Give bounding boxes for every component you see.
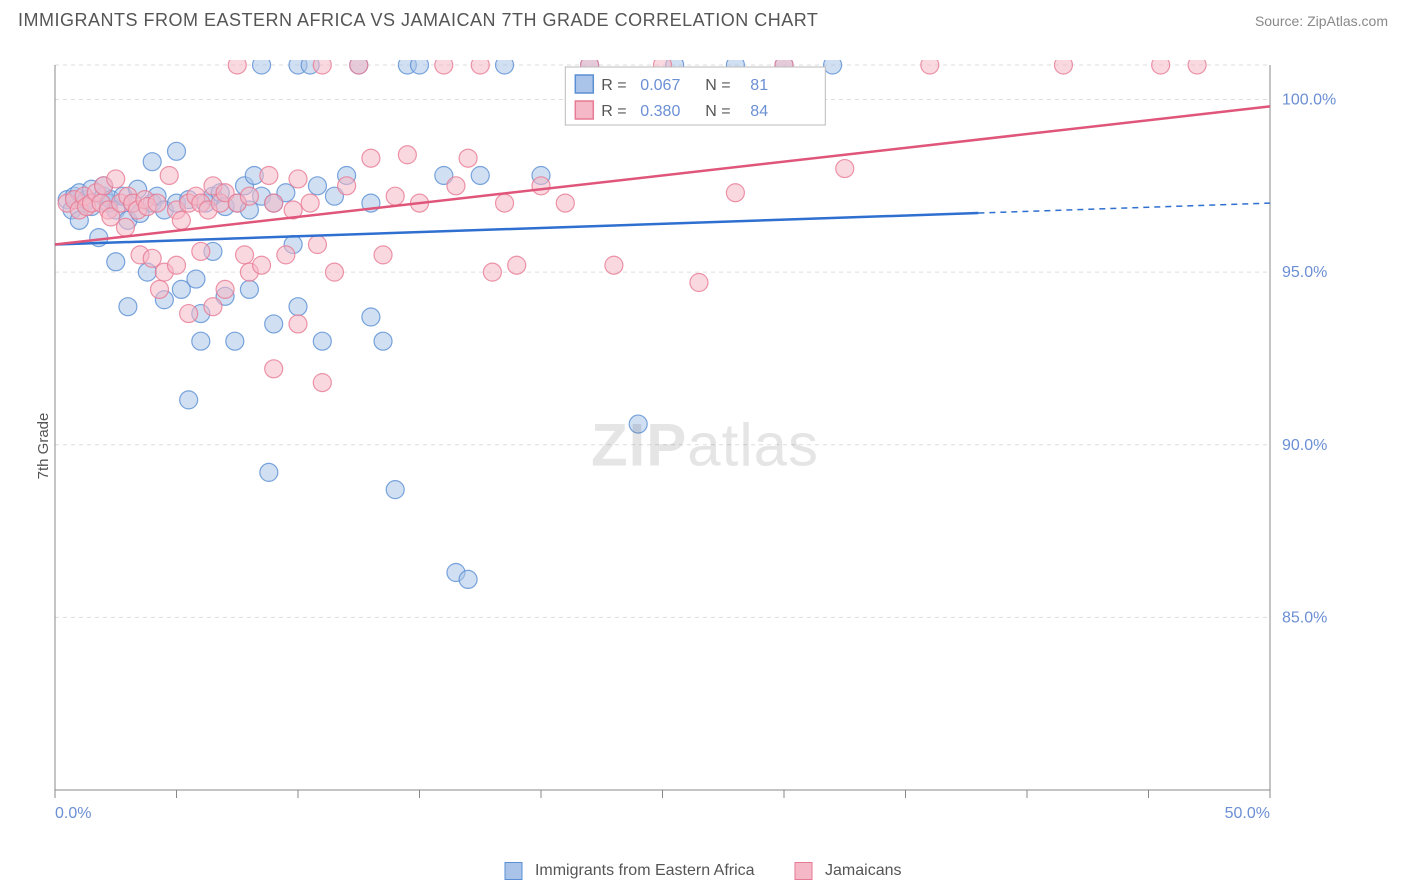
svg-text:95.0%: 95.0% bbox=[1282, 264, 1327, 281]
legend-swatch-icon bbox=[795, 862, 813, 880]
svg-text:N =: N = bbox=[705, 77, 730, 94]
svg-text:85.0%: 85.0% bbox=[1282, 609, 1327, 626]
svg-text:N =: N = bbox=[705, 103, 730, 120]
svg-text:0.067: 0.067 bbox=[640, 77, 680, 94]
legend-item-jamaicans: Jamaicans bbox=[795, 862, 902, 880]
source-label: Source: ZipAtlas.com bbox=[1255, 13, 1388, 29]
svg-text:0.0%: 0.0% bbox=[55, 805, 91, 822]
chart-area: 85.0% 90.0% 95.0% 100.0% 0.0% 50.0% R = 0.067 N … bbox=[50, 60, 1360, 830]
svg-text:81: 81 bbox=[750, 77, 768, 94]
scatter-chart: 85.0% 90.0% 95.0% 100.0% 0.0% 50.0% R = 0.067 N … bbox=[50, 60, 1360, 830]
svg-text:0.380: 0.380 bbox=[640, 103, 680, 120]
chart-header: IMMIGRANTS FROM EASTERN AFRICA VS JAMAIC… bbox=[0, 0, 1406, 31]
bottom-legend: Immigrants from Eastern Africa Jamaicans bbox=[504, 862, 901, 880]
svg-text:84: 84 bbox=[750, 103, 768, 120]
svg-text:100.0%: 100.0% bbox=[1282, 92, 1336, 109]
legend-label: Immigrants from Eastern Africa bbox=[535, 862, 755, 879]
svg-text:R =: R = bbox=[601, 77, 626, 94]
svg-text:90.0%: 90.0% bbox=[1282, 437, 1327, 454]
legend-item-eastern-africa: Immigrants from Eastern Africa bbox=[504, 862, 754, 880]
legend-swatch-icon bbox=[504, 862, 522, 880]
svg-text:R =: R = bbox=[601, 103, 626, 120]
svg-text:50.0%: 50.0% bbox=[1225, 805, 1270, 822]
legend-label: Jamaicans bbox=[825, 862, 901, 879]
chart-title: IMMIGRANTS FROM EASTERN AFRICA VS JAMAIC… bbox=[18, 10, 818, 31]
